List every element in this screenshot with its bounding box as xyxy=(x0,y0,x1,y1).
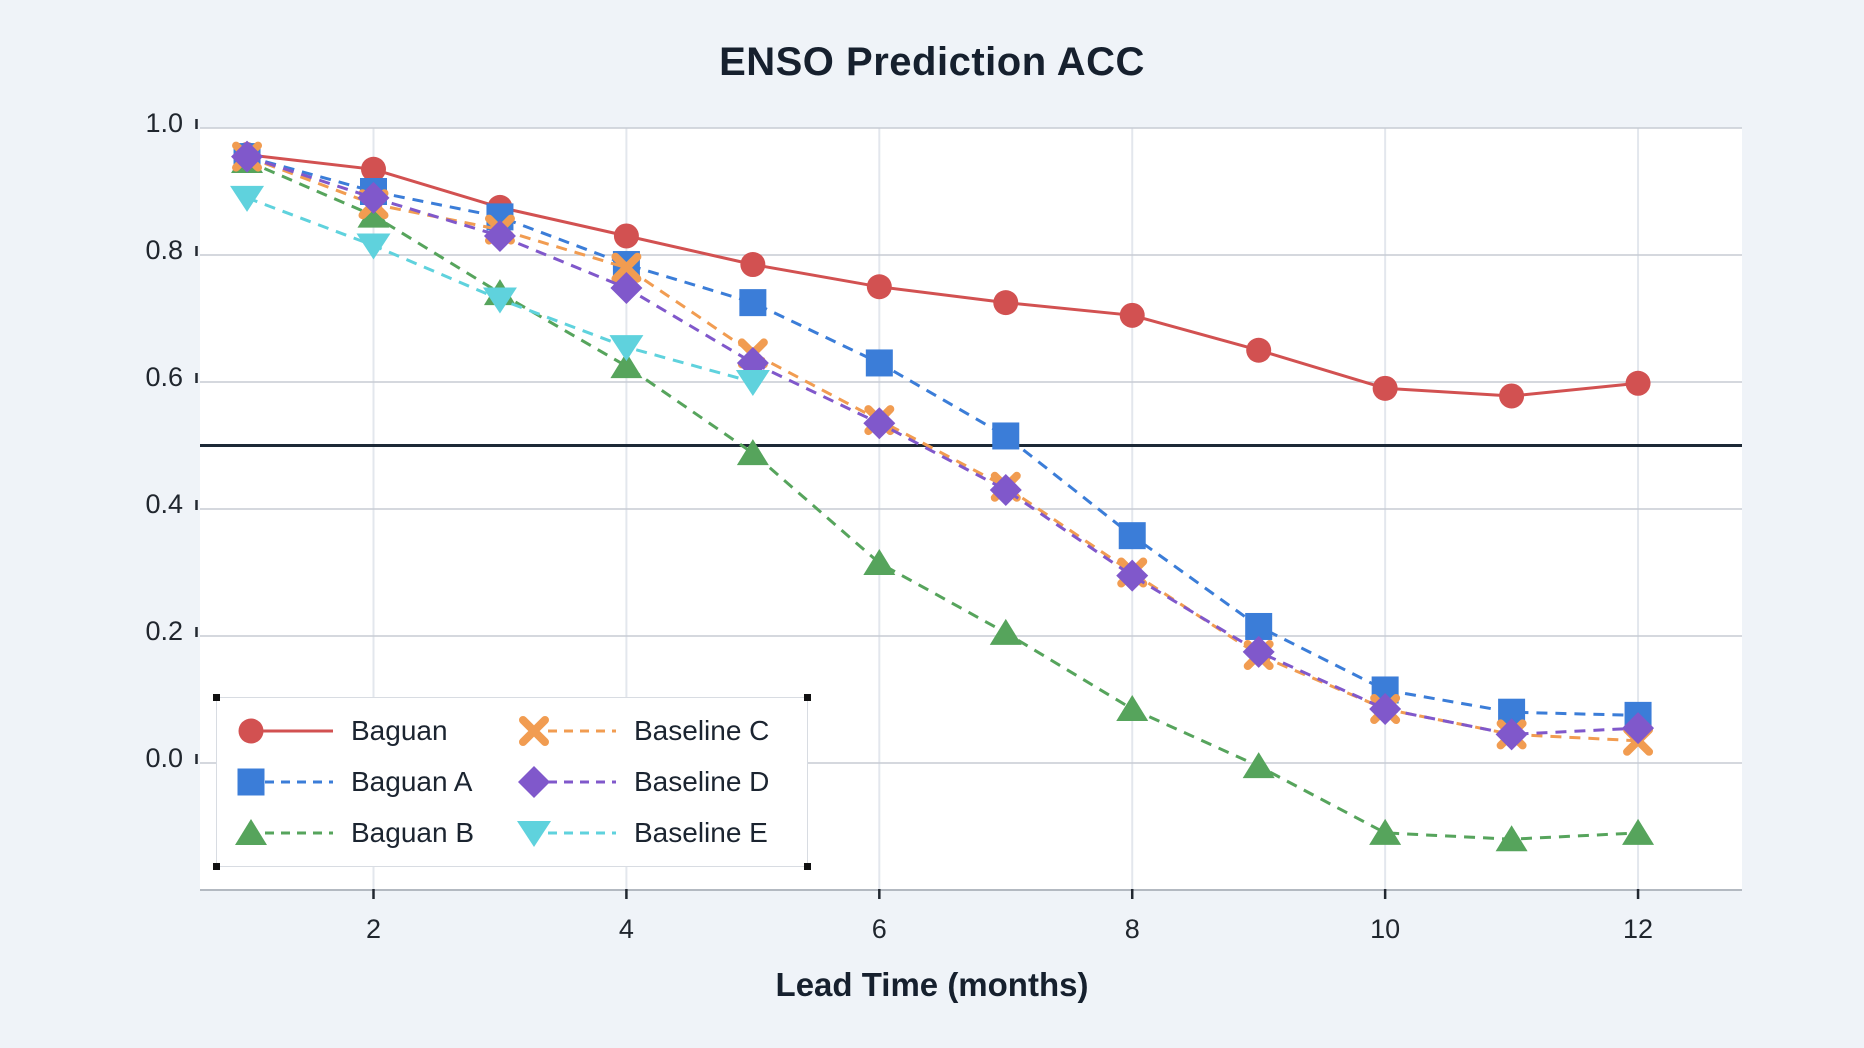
x-tick-label: 2 xyxy=(366,914,381,944)
marker-circle xyxy=(1499,383,1525,409)
marker-square xyxy=(865,349,893,377)
legend-label: Baseline C xyxy=(634,715,770,747)
series-line-baguan-a xyxy=(246,155,1639,717)
marker-circle xyxy=(740,252,766,278)
legend-label: Baguan B xyxy=(351,816,474,848)
marker-circle xyxy=(360,156,386,182)
marker-x xyxy=(611,252,642,283)
legend-item-baguan-a: Baguan A xyxy=(233,757,516,808)
series-line-baguan-b xyxy=(246,159,1639,841)
legend: Baguan Baguan A Baguan B Baseline C Baseline… xyxy=(213,694,811,870)
marker-triangle-up xyxy=(1242,752,1275,779)
series-line-baseline-d xyxy=(246,155,1639,736)
marker-triangle-up xyxy=(357,201,390,228)
legend-item-baguan-b: Baguan B xyxy=(233,807,516,858)
y-tick-label: 0.2 xyxy=(145,616,183,646)
x-tick-label: 10 xyxy=(1370,914,1400,944)
marker-diamond xyxy=(1622,712,1655,745)
marker-diamond xyxy=(1369,693,1402,726)
marker-diamond xyxy=(1116,559,1149,592)
marker-circle xyxy=(1246,337,1272,363)
y-tick-label: 0.4 xyxy=(145,489,183,519)
marker-square xyxy=(1118,522,1146,550)
legend-label: Baguan xyxy=(351,715,448,747)
marker-diamond xyxy=(1495,718,1528,751)
marker-diamond xyxy=(518,765,550,798)
legend-marker-square xyxy=(237,768,333,796)
marker-circle xyxy=(1119,302,1145,328)
legend-marker-x xyxy=(519,716,616,747)
legend-label: Baguan A xyxy=(351,765,473,797)
marker-triangle-up xyxy=(863,548,896,575)
legend-corner-handle xyxy=(804,694,811,701)
marker-triangle-up xyxy=(989,618,1022,645)
chart-title: ENSO Prediction ACC xyxy=(719,40,1145,84)
legend-marker-triangle-up xyxy=(235,818,333,845)
x-tick-label: 4 xyxy=(619,914,634,944)
marker-triangle-up xyxy=(1369,818,1402,845)
marker-circle xyxy=(993,290,1019,316)
marker-triangle-up xyxy=(610,352,643,379)
marker-diamond xyxy=(863,407,896,440)
marker-square xyxy=(1245,612,1273,640)
marker-triangle-down xyxy=(356,233,391,260)
y-tick-label: 1.0 xyxy=(145,108,183,138)
marker-triangle-down xyxy=(609,335,644,362)
y-tick-label: 0.8 xyxy=(145,235,183,265)
marker-circle xyxy=(613,223,639,249)
legend-item-baguan: Baguan xyxy=(233,706,516,757)
legend-label: Baseline E xyxy=(634,816,768,848)
legend-label: Baseline D xyxy=(634,765,770,797)
marker-circle xyxy=(238,718,264,744)
legend-item-baseline-e: Baseline E xyxy=(516,807,799,858)
marker-square xyxy=(739,289,767,317)
legend-marker-diamond xyxy=(518,765,616,798)
y-tick-label: 0.6 xyxy=(145,362,183,392)
x-axis-label: Lead Time (months) xyxy=(775,966,1089,1003)
marker-triangle-down xyxy=(230,185,265,212)
marker-triangle-up xyxy=(1622,818,1655,845)
marker-diamond xyxy=(989,473,1022,506)
legend-corner-handle xyxy=(213,863,220,870)
marker-triangle-up xyxy=(1116,695,1149,722)
marker-diamond xyxy=(610,272,643,305)
marker-circle xyxy=(1625,370,1651,396)
marker-circle xyxy=(866,274,892,300)
legend-marker-triangle-down xyxy=(517,820,616,847)
legend-marker-circle xyxy=(238,718,333,744)
marker-square xyxy=(237,768,265,796)
legend-item-baseline-c: Baseline C xyxy=(516,706,799,757)
legend-corner-handle xyxy=(804,863,811,870)
y-tick-label: 0.0 xyxy=(145,743,183,773)
marker-x xyxy=(519,716,549,747)
legend-item-baseline-d: Baseline D xyxy=(516,757,799,808)
marker-triangle-up xyxy=(1495,825,1528,852)
marker-triangle-up xyxy=(736,439,769,466)
marker-triangle-up xyxy=(235,818,267,845)
x-tick-label: 8 xyxy=(1125,914,1140,944)
x-tick-label: 12 xyxy=(1623,914,1653,944)
series-line-baguan xyxy=(246,153,1639,398)
marker-square xyxy=(992,422,1020,450)
marker-diamond xyxy=(1242,635,1275,668)
marker-triangle-down xyxy=(517,820,551,847)
marker-diamond xyxy=(483,219,516,252)
legend-corner-handle xyxy=(213,694,220,701)
marker-circle xyxy=(1372,375,1398,401)
x-tick-label: 6 xyxy=(872,914,887,944)
marker-diamond xyxy=(357,181,390,214)
marker-triangle-down xyxy=(482,287,517,314)
marker-diamond xyxy=(231,140,264,173)
marker-triangle-down xyxy=(735,370,770,396)
